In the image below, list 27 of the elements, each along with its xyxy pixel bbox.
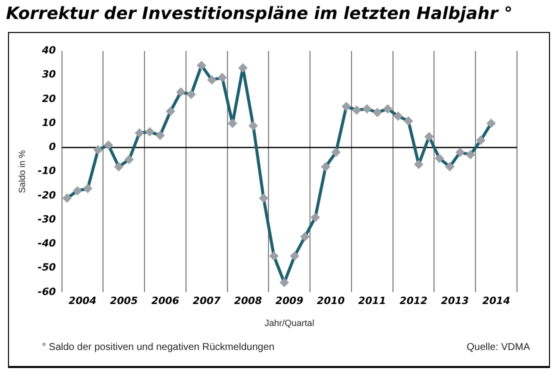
text: ° Saldo der positiven und negativen Rückmeldungen	[42, 342, 274, 353]
x-tick-label: 2013	[441, 296, 469, 307]
x-axis-title: Jahr/Quartal	[264, 318, 314, 328]
x-tick-label: 2009	[276, 296, 304, 307]
y-tick-label: 10	[42, 118, 56, 129]
x-tick-label: 2005	[110, 296, 138, 307]
x-tick-label: 2006	[151, 296, 180, 307]
y-tick-label: -30	[38, 214, 56, 226]
y-tick-label: -20	[38, 190, 56, 202]
y-tick-label: -60	[38, 286, 56, 298]
chart-title: Korrektur der Investitionspläne im letzten Halbjahr °	[6, 4, 512, 24]
y-tick-label: -40	[38, 238, 56, 250]
x-tick-label: 2011	[358, 296, 386, 307]
x-tick-label: 2014	[482, 296, 510, 307]
x-tick-label: 2004	[68, 296, 97, 307]
y-tick-label: -10	[38, 166, 56, 178]
x-tick-label: 2010	[316, 296, 345, 307]
source-note: Quelle: VDMA	[466, 342, 530, 353]
y-tick-label: 40	[40, 46, 56, 57]
y-tick-label: -50	[38, 262, 56, 274]
x-tick-label: 2008	[234, 296, 262, 307]
x-tick-label: 2012	[400, 296, 428, 307]
y-tick-label: 30	[42, 70, 56, 81]
y-tick-label: 0	[48, 142, 56, 154]
y-axis-title: Saldo in %	[16, 150, 27, 194]
x-tick-label: 2007	[192, 296, 221, 307]
y-tick-label: 20	[42, 94, 56, 105]
